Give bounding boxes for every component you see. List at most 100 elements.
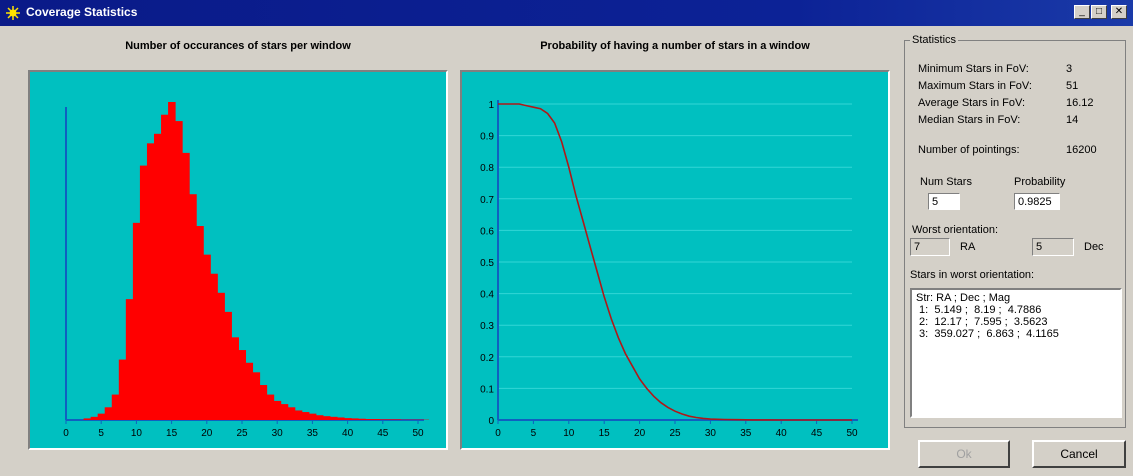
probability-y-tick-label: 0 (488, 416, 494, 427)
avg-stars-label: Average Stars in FoV: (918, 97, 1025, 109)
histogram-x-tick-label: 10 (131, 428, 143, 439)
probability-x-tick-label: 5 (531, 428, 537, 439)
histogram-bar (111, 394, 120, 420)
histogram-chart: 0 5 10 15 20 25 30 35 40 45 50 (28, 70, 448, 450)
histogram-bar (315, 415, 324, 420)
stars-worst-orientation-label: Stars in worst orientation: (910, 269, 1035, 281)
histogram-x-tick-label: 0 (63, 428, 69, 439)
histogram-bar (132, 222, 141, 420)
worst-orientation-label: Worst orientation: (912, 224, 999, 236)
histogram-bar (351, 418, 359, 420)
probability-y-tick-label: 0.3 (480, 321, 494, 332)
window-title: Coverage Statistics (26, 5, 138, 19)
min-stars-value: 3 (1066, 63, 1073, 75)
histogram-x-tick-label: 50 (412, 428, 424, 439)
probability-y-tick-label: 0.5 (480, 258, 494, 269)
probability-y-tick-label: 0.2 (480, 353, 494, 364)
histogram-bar (182, 152, 190, 420)
histogram-bar (231, 337, 239, 420)
pointings-label: Number of pointings: (918, 144, 1020, 156)
minimize-button[interactable]: _ (1074, 5, 1090, 19)
histogram-bar (146, 143, 155, 420)
histogram-x-tick-label: 20 (201, 428, 213, 439)
num-stars-input[interactable]: 5 (928, 193, 960, 210)
pointings-value: 16200 (1066, 144, 1097, 156)
probability-x-tick-label: 45 (811, 428, 823, 439)
probability-y-tick-label: 0.8 (480, 163, 494, 174)
histogram-bar (266, 394, 275, 420)
histogram-bar (337, 417, 345, 420)
histogram-bar (168, 102, 176, 420)
histogram-bar (175, 121, 183, 420)
probability-x-tick-label: 20 (634, 428, 646, 439)
min-stars-label: Minimum Stars in FoV: (918, 63, 1029, 75)
probability-plot: 00.10.20.30.40.50.60.70.80.910 5 10 15 20 25 3… (480, 100, 858, 439)
histogram-bar (386, 419, 394, 420)
histogram-bar (273, 400, 282, 420)
probability-x-tick-label: 50 (846, 428, 858, 439)
probability-chart: 0 0.1 0.2 0.3 0.4 0.5 0.6 0.7 0.8 0.9 1 0 5 10 15 20 25 3… (460, 70, 890, 450)
max-stars-label: Maximum Stars in FoV: (918, 80, 1032, 92)
histogram-bar (196, 226, 204, 420)
histogram-bar (372, 419, 380, 420)
histogram-bar (104, 407, 113, 420)
median-stars-label: Median Stars in FoV: (918, 114, 1021, 126)
max-stars-value: 51 (1066, 80, 1079, 92)
probability-y-tick-label: 0.6 (480, 226, 494, 237)
histogram-x-tick-label: 5 (98, 428, 104, 439)
probability-field: 0.9825 (1014, 193, 1060, 210)
histogram-bar (358, 418, 366, 420)
histogram-title: Number of occurances of stars per window (125, 40, 351, 52)
histogram-bar (210, 273, 218, 420)
probability-x-tick-label: 40 (776, 428, 788, 439)
histogram-bar (280, 404, 289, 420)
probability-x-tick-label: 25 (669, 428, 681, 439)
histogram-plot: 0 5 10 15 20 25 30 35 40 45 50 (63, 102, 430, 439)
probability-x-tick-label: 35 (740, 428, 752, 439)
histogram-bar (203, 254, 211, 420)
maximize-button[interactable]: □ (1091, 5, 1107, 19)
histogram-bar (245, 362, 254, 420)
probability-x-tick-label: 15 (599, 428, 611, 439)
histogram-bar (83, 418, 92, 420)
histogram-bar (154, 133, 162, 421)
histogram-bar (322, 416, 331, 420)
histogram-x-tick-label: 45 (377, 428, 389, 439)
histogram-bar (252, 372, 261, 420)
histogram-bar (365, 419, 373, 420)
histogram-bar (344, 418, 352, 420)
histogram-bar (379, 419, 387, 420)
histogram-x-tick-label: 35 (307, 428, 319, 439)
probability-y-tick-label: 0.7 (480, 195, 494, 206)
close-button[interactable]: ✕ (1111, 5, 1127, 19)
histogram-bar (161, 114, 169, 420)
probability-x-tick-label: 10 (563, 428, 575, 439)
histogram-bar (238, 350, 247, 420)
histogram-bar (125, 299, 134, 420)
ra-label: RA (960, 241, 976, 253)
histogram-x-tick-label: 30 (272, 428, 284, 439)
probability-y-tick-label: 0.1 (480, 384, 494, 395)
cancel-button[interactable]: Cancel (1032, 440, 1126, 468)
histogram-bar (189, 194, 197, 420)
title-bar[interactable]: Coverage Statistics _ □ ✕ (0, 0, 1133, 26)
probability-title: Probability of having a number of stars … (540, 40, 810, 52)
histogram-x-tick-label: 25 (236, 428, 248, 439)
probability-label: Probability (1014, 176, 1066, 188)
histogram-x-tick-label: 15 (166, 428, 178, 439)
histogram-bar (90, 416, 99, 420)
histogram-bar (294, 410, 303, 420)
histogram-bar (330, 416, 338, 420)
histogram-bar (393, 419, 401, 420)
ok-button[interactable]: Ok (918, 440, 1010, 468)
probability-y-tick-label: 1 (488, 100, 494, 111)
statistics-group-label: Statistics (910, 34, 959, 46)
histogram-bar (217, 292, 225, 420)
stars-worst-orientation-list[interactable]: Str: RA ; Dec ; Mag 1: 5.149 ; 8.19 ; 4.… (910, 288, 1122, 418)
median-stars-value: 14 (1066, 114, 1079, 126)
app-star-icon (6, 6, 20, 20)
histogram-x-tick-label: 40 (342, 428, 354, 439)
probability-y-tick-label: 0.4 (480, 290, 494, 301)
probability-curve (498, 103, 852, 421)
